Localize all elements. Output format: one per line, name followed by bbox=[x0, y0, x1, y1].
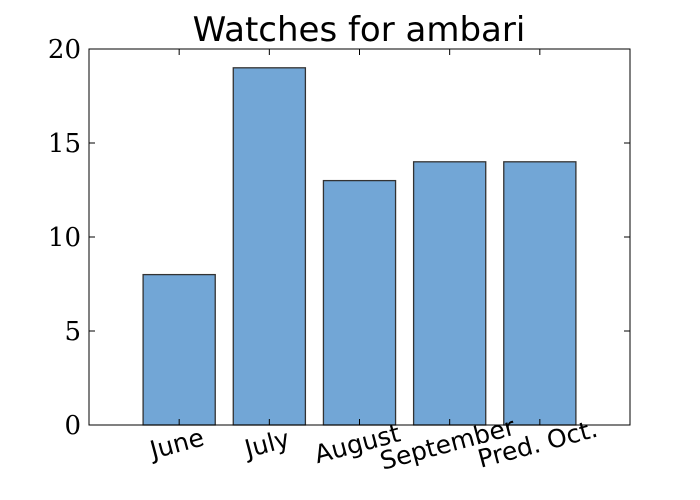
y-tick-label: 10 bbox=[48, 223, 81, 253]
y-tick-label: 0 bbox=[64, 411, 81, 441]
bar-july bbox=[232, 67, 307, 426]
bar-september bbox=[412, 161, 487, 426]
y-tick-label: 20 bbox=[48, 35, 81, 65]
x-tick-label: July bbox=[240, 424, 293, 464]
y-tick-label: 5 bbox=[64, 317, 81, 347]
x-tick-label: June bbox=[145, 423, 207, 466]
y-axis: 0 5 10 15 20 bbox=[48, 35, 630, 441]
y-tick-label: 15 bbox=[48, 129, 81, 159]
bar-june bbox=[142, 273, 216, 426]
bar-pred-oct bbox=[503, 161, 577, 426]
bar-august bbox=[322, 179, 397, 426]
chart-title: Watches for ambari bbox=[193, 10, 526, 50]
bars-layer bbox=[142, 67, 577, 426]
